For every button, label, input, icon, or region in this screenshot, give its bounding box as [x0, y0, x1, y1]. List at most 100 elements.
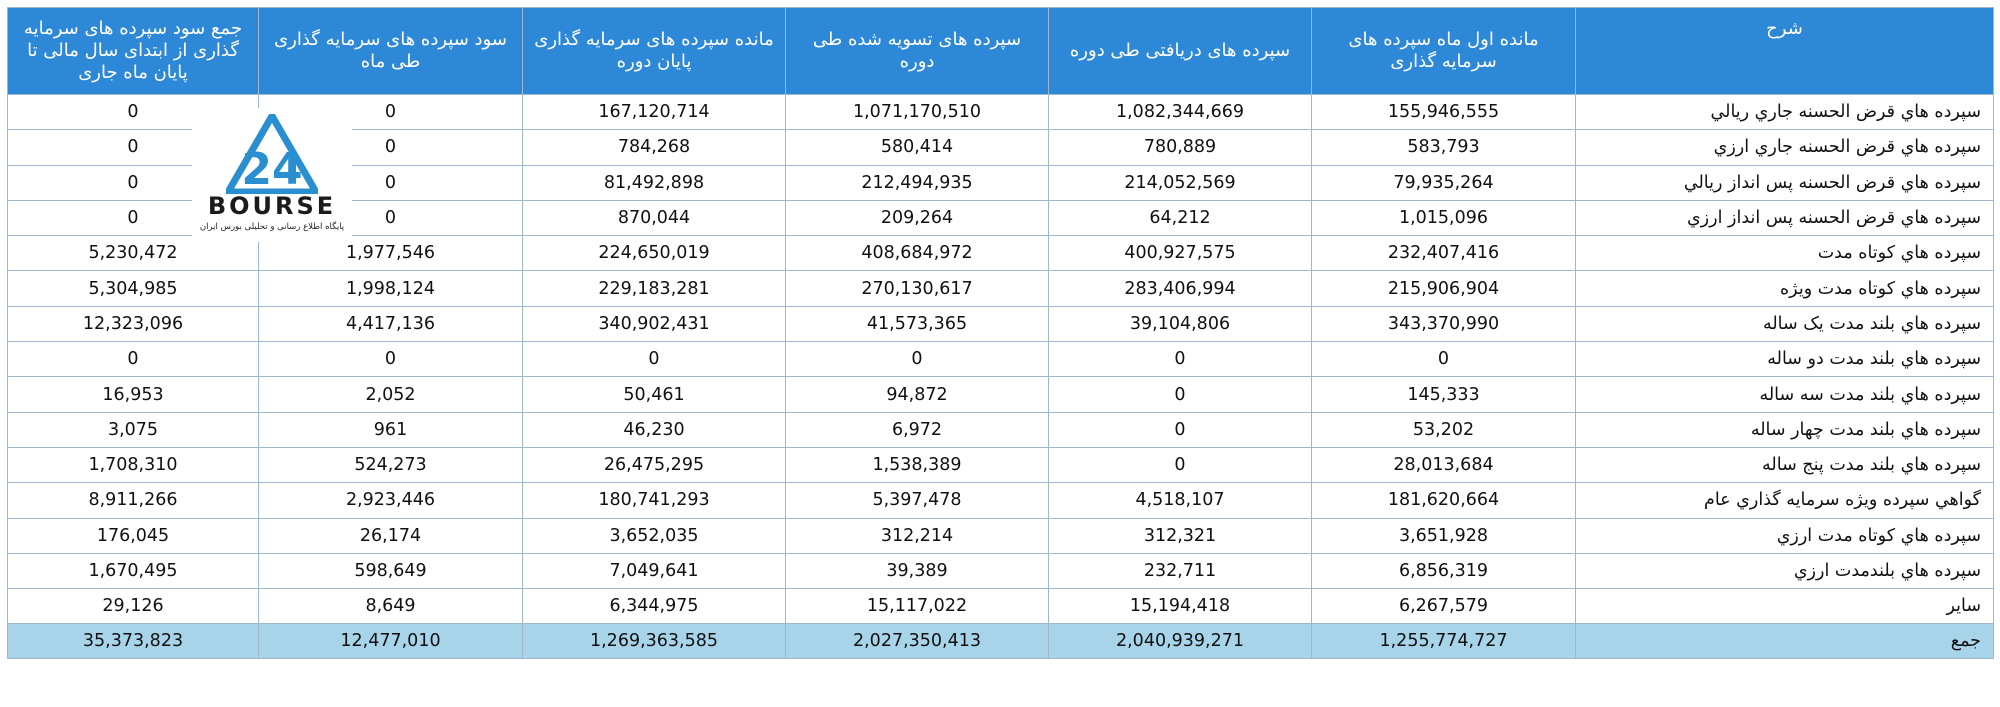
- cell-ytd-profit: 1,708,310: [7, 446, 259, 484]
- cell-monthly-profit: 961: [258, 411, 523, 448]
- cell-description: سپرده هاي قرض الحسنه جاري ارزي: [1575, 129, 1994, 166]
- cell-opening-balance: 145,333: [1311, 376, 1576, 413]
- table-row: سپرده هاي بلندمدت ارزي 6,856,319 232,711 39…: [7, 552, 1994, 590]
- cell-opening-balance: 3,651,928: [1311, 517, 1576, 554]
- table-row: گواهي سپرده ويژه سرمايه گذاري عام 181,620…: [7, 482, 1994, 519]
- cell-description: سپرده هاي بلند مدت پنج ساله: [1575, 446, 1994, 484]
- cell-settled: 6,972: [785, 411, 1049, 448]
- table-row: سپرده هاي قرض الحسنه پس انداز ريالي 79,93…: [7, 164, 1994, 201]
- logo-mark: 24: [241, 144, 302, 194]
- cell-closing-balance: 50,461: [522, 376, 786, 413]
- cell-ytd-profit: 176,045: [7, 517, 259, 554]
- cell-ytd-profit: 1,670,495: [7, 552, 259, 590]
- cell-monthly-profit: 0: [258, 341, 523, 378]
- cell-closing-balance: 46,230: [522, 411, 786, 448]
- deposits-report-table: شرح مانده اول ماه سپرده های سرمایه گذاری…: [7, 7, 1994, 660]
- cell-opening-balance: 181,620,664: [1311, 482, 1576, 519]
- cell-settled: 408,684,972: [785, 235, 1049, 272]
- cell-settled: 94,872: [785, 376, 1049, 413]
- cell-closing-balance: 784,268: [522, 129, 786, 166]
- cell-description: سپرده هاي کوتاه مدت ويژه: [1575, 270, 1994, 307]
- cell-settled: 0: [785, 341, 1049, 378]
- cell-closing-balance: 26,475,295: [522, 446, 786, 484]
- cell-description: سپرده هاي کوتاه مدت ارزي: [1575, 517, 1994, 554]
- cell-received: 0: [1048, 341, 1312, 378]
- cell-monthly-profit: 1,977,546: [258, 235, 523, 272]
- cell-ytd-profit: 12,323,096: [7, 305, 259, 343]
- table-body: سپرده هاي قرض الحسنه جاري ريالي 155,946,5…: [7, 93, 1994, 625]
- cell-monthly-profit: 4,417,136: [258, 305, 523, 343]
- total-settled: 2,027,350,413: [785, 623, 1049, 660]
- cell-received: 0: [1048, 376, 1312, 413]
- cell-monthly-profit: 26,174: [258, 517, 523, 554]
- table-row: سپرده هاي بلند مدت سه ساله 145,333 0 94,872…: [7, 376, 1994, 413]
- cell-closing-balance: 224,650,019: [522, 235, 786, 272]
- cell-opening-balance: 155,946,555: [1311, 93, 1576, 131]
- total-closing-balance: 1,269,363,585: [522, 623, 786, 660]
- logo-tagline: پایگاه اطلاع رسانی و تحلیلی بورس ایران: [199, 222, 345, 232]
- cell-closing-balance: 340,902,431: [522, 305, 786, 343]
- cell-ytd-profit: 3,075: [7, 411, 259, 448]
- cell-settled: 580,414: [785, 129, 1049, 166]
- total-row: جمع 1,255,774,727 2,040,939,271 2,027,35…: [7, 623, 1994, 660]
- cell-received: 400,927,575: [1048, 235, 1312, 272]
- cell-description: سپرده هاي بلند مدت دو ساله: [1575, 341, 1994, 378]
- cell-received: 1,082,344,669: [1048, 93, 1312, 131]
- cell-description: سپرده هاي بلند مدت سه ساله: [1575, 376, 1994, 413]
- cell-opening-balance: 232,407,416: [1311, 235, 1576, 272]
- header-row: شرح مانده اول ماه سپرده های سرمایه گذاری…: [7, 7, 1994, 95]
- header-opening-balance: مانده اول ماه سپرده های سرمایه گذاری: [1311, 7, 1576, 95]
- cell-settled: 270,130,617: [785, 270, 1049, 307]
- cell-monthly-profit: 2,052: [258, 376, 523, 413]
- table-row: سپرده هاي بلند مدت چهار ساله 53,202 0 6,972…: [7, 411, 1994, 448]
- cell-description: سپرده هاي بلند مدت چهار ساله: [1575, 411, 1994, 448]
- cell-ytd-profit: 0: [7, 341, 259, 378]
- cell-settled: 312,214: [785, 517, 1049, 554]
- cell-monthly-profit: 2,923,446: [258, 482, 523, 519]
- cell-ytd-profit: 16,953: [7, 376, 259, 413]
- cell-settled: 209,264: [785, 199, 1049, 237]
- cell-received: 0: [1048, 446, 1312, 484]
- cell-description: سپرده هاي قرض الحسنه جاري ريالي: [1575, 93, 1994, 131]
- cell-description: سپرده هاي کوتاه مدت: [1575, 235, 1994, 272]
- header-ytd-profit: جمع سود سپرده های سرمایه گذاری از ابتدای…: [7, 7, 259, 95]
- cell-opening-balance: 0: [1311, 341, 1576, 378]
- cell-received: 214,052,569: [1048, 164, 1312, 201]
- cell-closing-balance: 3,652,035: [522, 517, 786, 554]
- cell-received: 283,406,994: [1048, 270, 1312, 307]
- table-row: سپرده هاي کوتاه مدت 232,407,416 400,927,57…: [7, 235, 1994, 272]
- header-settled: سپرده های تسویه شده طی دوره: [785, 7, 1049, 95]
- cell-opening-balance: 6,856,319: [1311, 552, 1576, 590]
- total-description: جمع: [1575, 623, 1994, 660]
- cell-received: 312,321: [1048, 517, 1312, 554]
- cell-description: ساير: [1575, 588, 1994, 625]
- cell-closing-balance: 6,344,975: [522, 588, 786, 625]
- header-description: شرح: [1575, 7, 1994, 95]
- table-row: سپرده هاي کوتاه مدت ارزي 3,651,928 312,321…: [7, 517, 1994, 554]
- cell-settled: 1,538,389: [785, 446, 1049, 484]
- cell-settled: 212,494,935: [785, 164, 1049, 201]
- table-row: سپرده هاي کوتاه مدت ويژه 215,906,904 283,4…: [7, 270, 1994, 307]
- cell-opening-balance: 53,202: [1311, 411, 1576, 448]
- cell-received: 39,104,806: [1048, 305, 1312, 343]
- cell-description: سپرده هاي بلندمدت ارزي: [1575, 552, 1994, 590]
- cell-opening-balance: 1,015,096: [1311, 199, 1576, 237]
- cell-opening-balance: 6,267,579: [1311, 588, 1576, 625]
- cell-received: 780,889: [1048, 129, 1312, 166]
- cell-opening-balance: 79,935,264: [1311, 164, 1576, 201]
- cell-closing-balance: 180,741,293: [522, 482, 786, 519]
- cell-opening-balance: 583,793: [1311, 129, 1576, 166]
- table-row: سپرده هاي بلند مدت دو ساله 0 0 0 0 0 0: [7, 341, 1994, 378]
- cell-closing-balance: 81,492,898: [522, 164, 786, 201]
- table-row: سپرده هاي بلند مدت يک ساله 343,370,990 39,…: [7, 305, 1994, 343]
- total-opening-balance: 1,255,774,727: [1311, 623, 1576, 660]
- cell-description: سپرده هاي قرض الحسنه پس انداز ارزي: [1575, 199, 1994, 237]
- table-row: سپرده هاي قرض الحسنه جاري ارزي 583,793 780…: [7, 129, 1994, 166]
- cell-monthly-profit: 1,998,124: [258, 270, 523, 307]
- cell-description: سپرده هاي بلند مدت يک ساله: [1575, 305, 1994, 343]
- cell-opening-balance: 215,906,904: [1311, 270, 1576, 307]
- cell-description: سپرده هاي قرض الحسنه پس انداز ريالي: [1575, 164, 1994, 201]
- cell-received: 232,711: [1048, 552, 1312, 590]
- cell-settled: 1,071,170,510: [785, 93, 1049, 131]
- cell-closing-balance: 0: [522, 341, 786, 378]
